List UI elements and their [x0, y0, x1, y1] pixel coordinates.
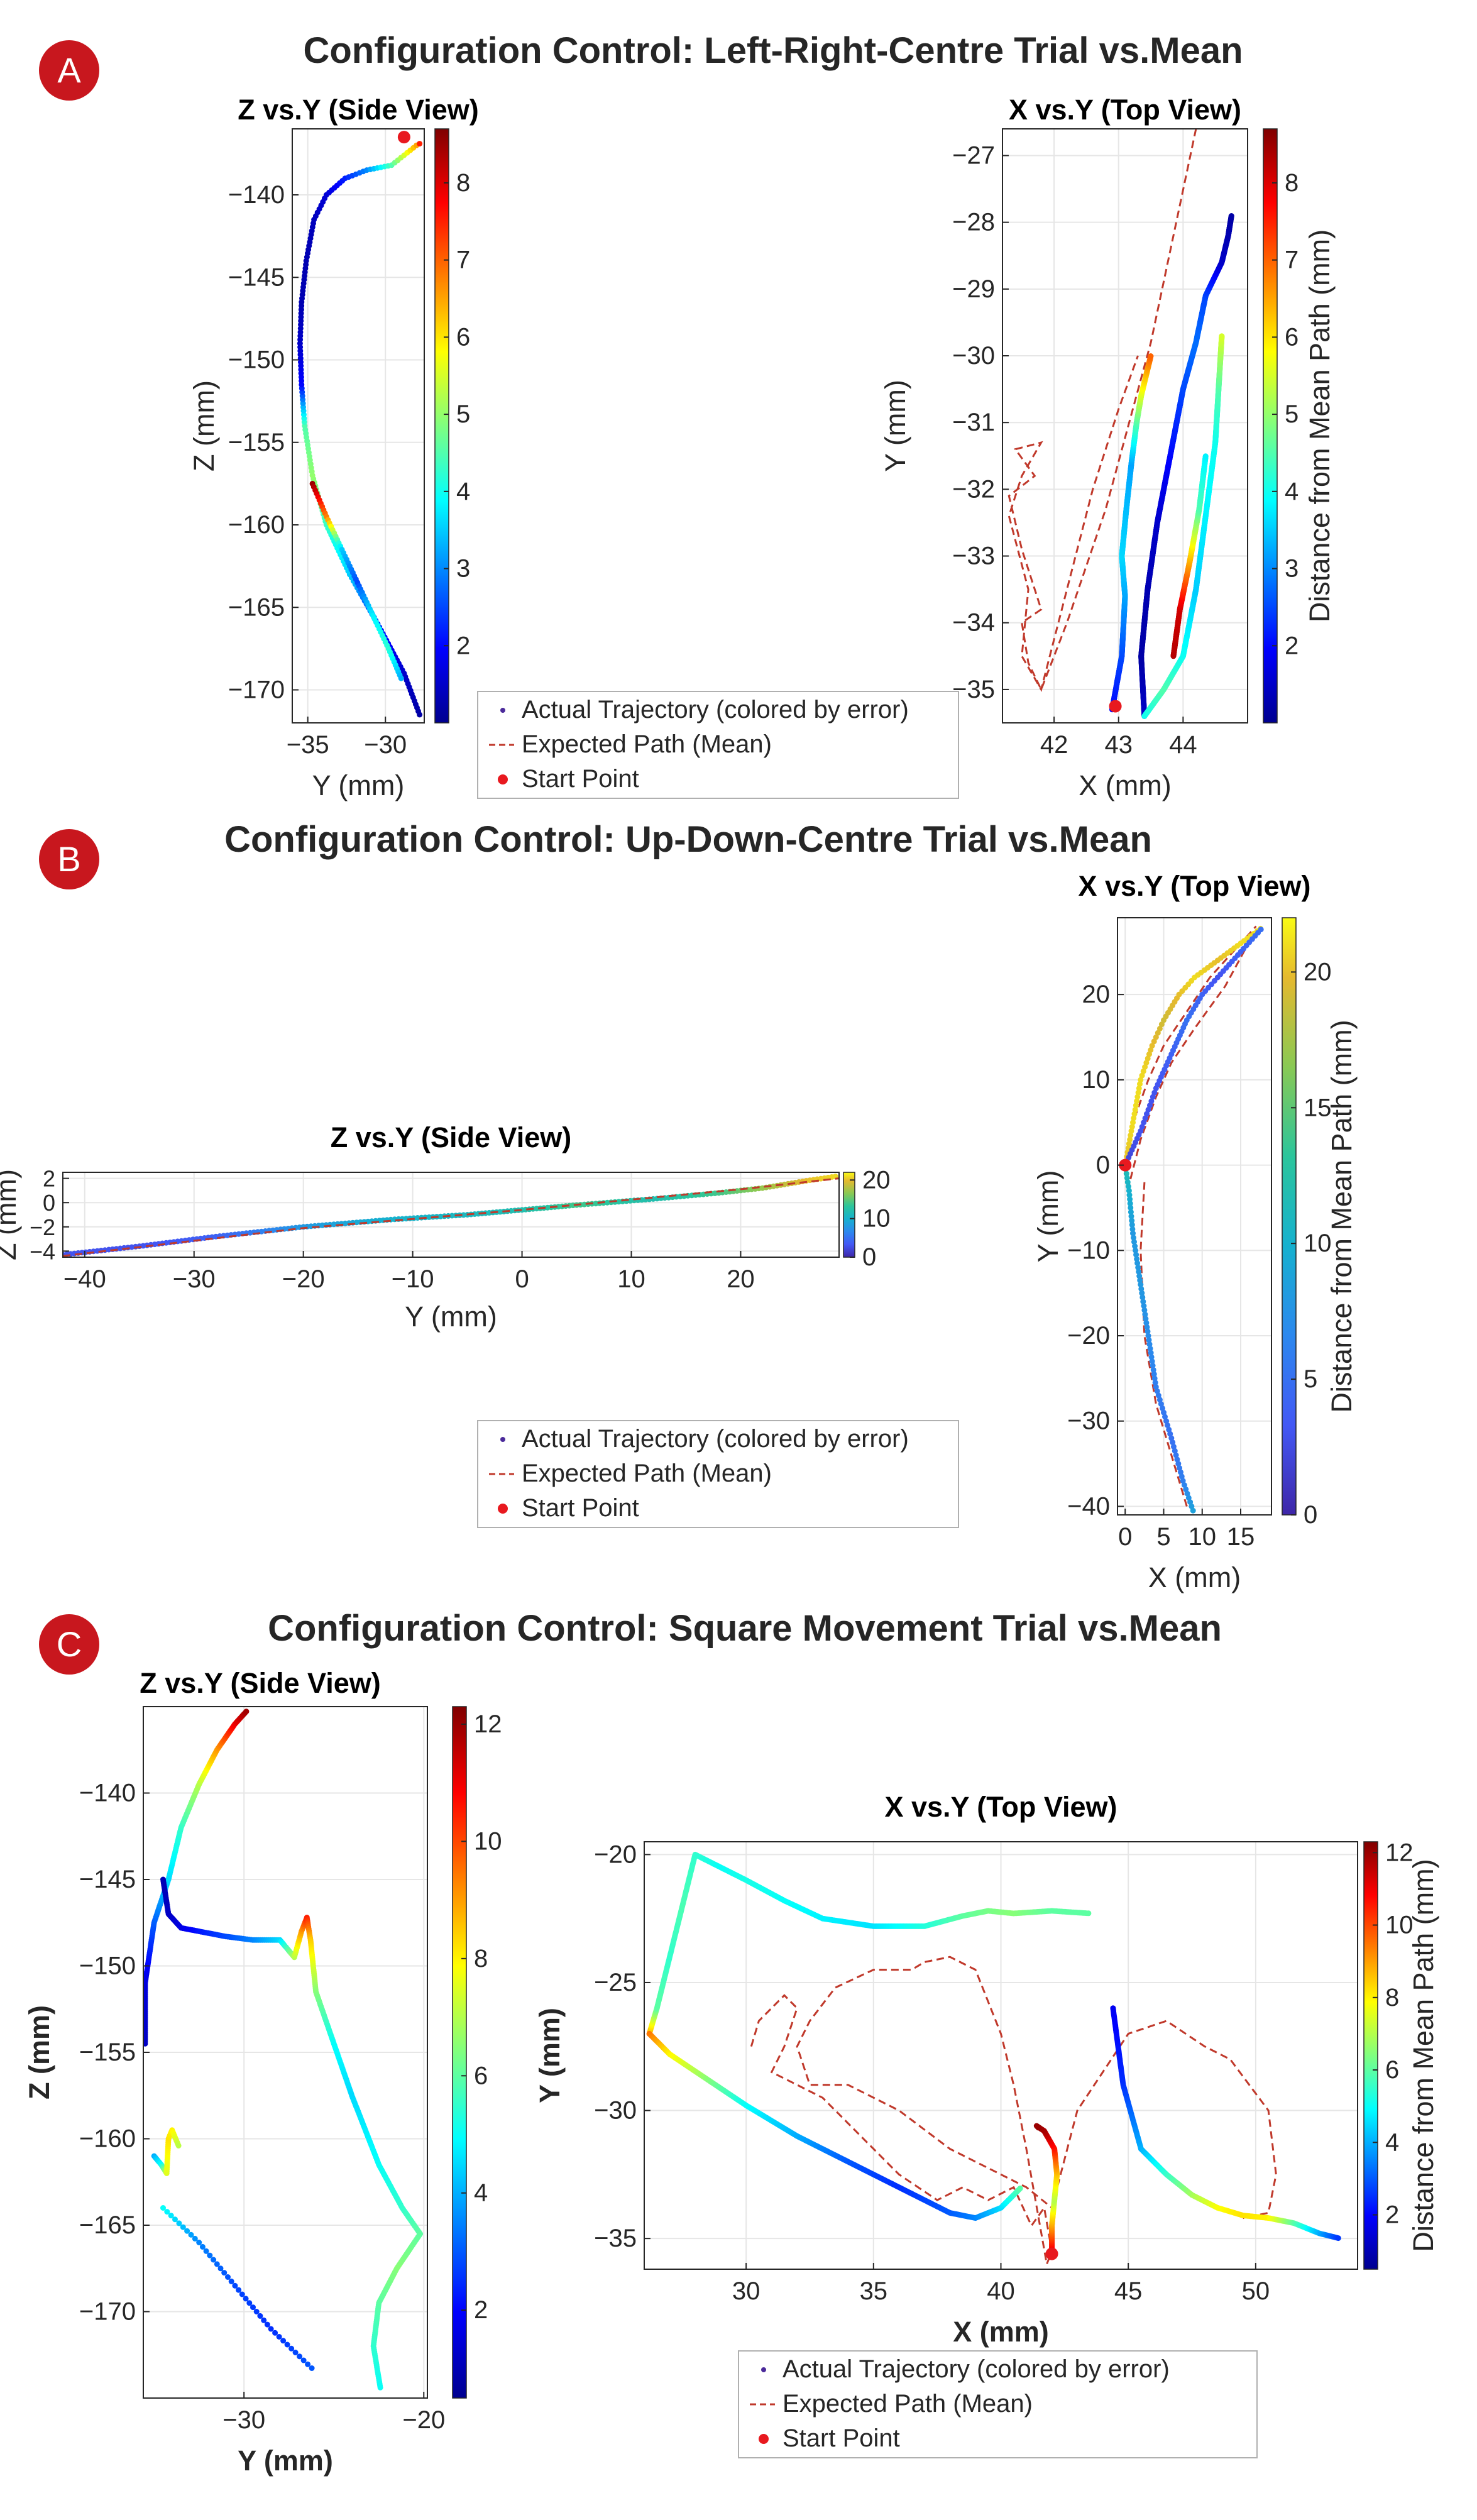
y-tick-label: −145 — [228, 263, 285, 291]
trajectory-point — [398, 675, 404, 681]
y-axis-label: Z (mm) — [188, 380, 220, 471]
badge-a: A — [39, 40, 99, 101]
series-group — [1008, 129, 1234, 719]
trajectory-point — [1219, 333, 1225, 339]
y-tick-label: −27 — [952, 141, 995, 169]
axes-a-side-view: −35 −30 −140 −145 −150 −155 −160 −165 −170 Y (mm)… — [188, 94, 479, 801]
badge-circle — [39, 40, 99, 101]
x-tick-label: 42 — [1040, 731, 1068, 759]
axes-box — [292, 128, 425, 724]
y-tick-label: −165 — [228, 593, 285, 621]
trajectory-point — [1228, 213, 1234, 219]
expected-path-line — [1008, 129, 1197, 692]
x-axis-label: Y (mm) — [312, 769, 405, 801]
colorbar-tick-label: 4 — [456, 478, 470, 505]
colorbar-tick-label: 2 — [456, 632, 470, 659]
x-tick-label: 43 — [1104, 731, 1133, 759]
x-tick-label: 44 — [1169, 731, 1197, 759]
colorbar-tick-label: 3 — [456, 555, 470, 583]
colorbar-tick-label: 7 — [456, 246, 470, 274]
axes-title: Z vs.Y (Side View) — [238, 94, 479, 126]
colorbar-tick-label: 8 — [456, 169, 470, 197]
axes-a-top-view: 42 43 44−27−28−29−30−31−32−33−34−35X (mm)Y… — [879, 94, 1336, 801]
badge-label: A — [57, 50, 81, 90]
trajectory-point — [417, 141, 423, 147]
y-tick-label: −28 — [952, 209, 995, 236]
start-point-marker — [397, 131, 410, 144]
panel-title: Configuration Control: Left-Right-Centre… — [303, 30, 1243, 71]
trajectory-point — [1202, 453, 1209, 459]
grid — [292, 129, 424, 723]
y-tick-label: −150 — [228, 346, 285, 374]
axes-box — [1002, 128, 1248, 724]
trajectory-point — [1148, 353, 1154, 359]
x-tick-label: −35 — [287, 731, 329, 759]
start-point-marker — [1109, 700, 1122, 713]
y-tick-label: −160 — [228, 511, 285, 539]
colorbar-tick-label: 5 — [456, 400, 470, 428]
y-tick-label: −155 — [228, 429, 285, 456]
panel-a: A Configuration Control: Left-Right-Cent… — [39, 30, 1336, 801]
colorbar-gradient — [434, 128, 449, 724]
x-tick-label: −30 — [364, 731, 407, 759]
colorbar: 2 3 4 5 6 7 8 — [434, 128, 470, 724]
colorbar-tick-label: 6 — [456, 323, 470, 351]
series-group — [297, 131, 423, 718]
y-tick-label: −170 — [228, 676, 285, 704]
y-tick-label: −140 — [228, 181, 285, 209]
